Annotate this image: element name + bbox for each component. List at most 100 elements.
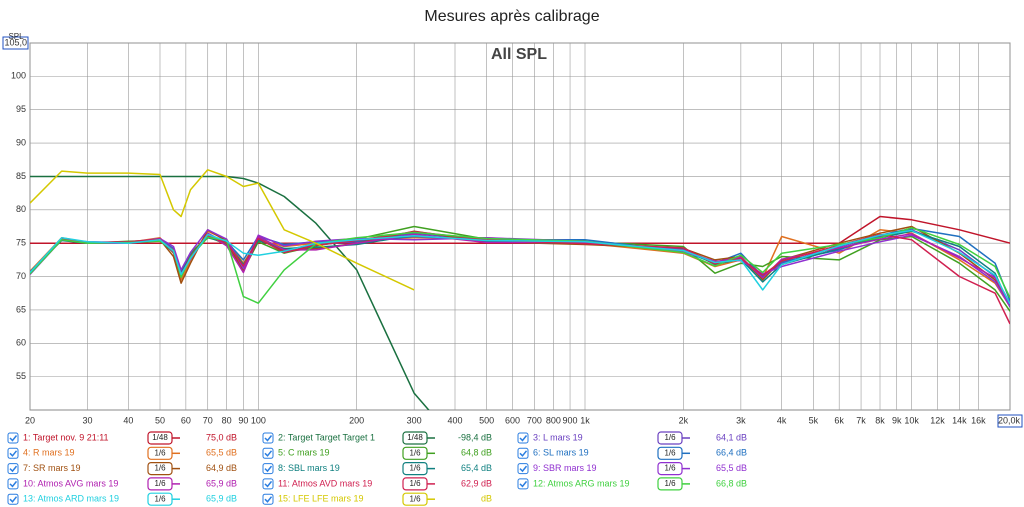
x-tick-label: 60 bbox=[181, 415, 191, 425]
legend-name: 4: R mars 19 bbox=[23, 448, 75, 458]
legend-checkbox[interactable] bbox=[262, 478, 274, 490]
legend-level: 65,5 dB bbox=[206, 448, 237, 458]
y-axis-label: SPL bbox=[8, 32, 24, 41]
legend-name: 6: SL mars 19 bbox=[533, 448, 589, 458]
x-tick-label: 10k bbox=[904, 415, 919, 425]
legend-checkbox[interactable] bbox=[517, 478, 529, 490]
legend-smoothing: 1/6 bbox=[664, 479, 676, 488]
legend-checkbox[interactable] bbox=[7, 493, 19, 505]
legend-checkbox[interactable] bbox=[262, 432, 274, 444]
legend-name: 13: Atmos ARD mars 19 bbox=[23, 494, 119, 504]
legend-smoothing: 1/48 bbox=[407, 433, 423, 442]
x-tick-label: 50 bbox=[155, 415, 165, 425]
legend-name: 7: SR mars 19 bbox=[23, 463, 81, 473]
legend-name: 3: L mars 19 bbox=[533, 432, 583, 442]
legend-checkbox[interactable] bbox=[517, 432, 529, 444]
legend-level: 75,0 dB bbox=[206, 432, 237, 442]
legend-level: 65,9 dB bbox=[206, 478, 237, 488]
series-line bbox=[30, 175, 430, 410]
legend-name: 2: Target Target Target 1 bbox=[278, 432, 375, 442]
x-tick-label: 12k bbox=[930, 415, 945, 425]
legend-checkmark bbox=[519, 450, 528, 457]
legend-checkmark bbox=[9, 496, 18, 503]
legend-checkbox[interactable] bbox=[517, 447, 529, 459]
legend-name: 5: C mars 19 bbox=[278, 448, 330, 458]
x-tick-label: 20,0k bbox=[998, 415, 1021, 425]
legend-level: 62,9 dB bbox=[461, 478, 492, 488]
legend-checkmark bbox=[264, 480, 273, 488]
x-tick-label: 300 bbox=[407, 415, 422, 425]
x-tick-label: 70 bbox=[203, 415, 213, 425]
x-tick-label: 5k bbox=[809, 415, 819, 425]
legend-level: 64,1 dB bbox=[716, 432, 747, 442]
series-line bbox=[30, 169, 415, 291]
legend-checkmark bbox=[9, 450, 18, 457]
y-tick-label: 65 bbox=[16, 304, 26, 314]
y-tick-label: 75 bbox=[16, 238, 26, 248]
x-tick-label: 16k bbox=[971, 415, 986, 425]
x-tick-label: 800 bbox=[546, 415, 561, 425]
x-tick-label: 1k bbox=[580, 415, 590, 425]
legend-checkmark bbox=[519, 480, 528, 488]
x-tick-label: 3k bbox=[736, 415, 746, 425]
legend-checkmark bbox=[264, 435, 273, 442]
x-tick-label: 30 bbox=[83, 415, 93, 425]
legend-smoothing: 1/6 bbox=[409, 464, 421, 473]
y-tick-label: 60 bbox=[16, 338, 26, 348]
y-tick-box bbox=[2, 36, 29, 50]
x-tick-label: 14k bbox=[952, 415, 967, 425]
y-tick-label: 105,0 bbox=[4, 37, 27, 47]
annotation: All SPL bbox=[491, 46, 547, 63]
legend-smoothing: 1/6 bbox=[409, 479, 421, 488]
legend-smoothing: 1/6 bbox=[664, 464, 676, 473]
y-tick-label: 80 bbox=[16, 204, 26, 214]
x-tick-label: 900 bbox=[563, 415, 578, 425]
legend-checkbox[interactable] bbox=[517, 463, 529, 475]
legend-level: -98,4 dB bbox=[458, 432, 492, 442]
legend-level: 65,4 dB bbox=[461, 463, 492, 473]
legend-checkbox[interactable] bbox=[7, 463, 19, 475]
x-tick-label: 20 bbox=[25, 415, 35, 425]
legend-name: 1: Target nov. 9 21:11 bbox=[23, 432, 109, 442]
x-tick-label: 500 bbox=[479, 415, 494, 425]
chart-title: Mesures après calibrage bbox=[424, 8, 599, 25]
legend-level: 64,8 dB bbox=[461, 448, 492, 458]
x-tick-label: 9k bbox=[892, 415, 902, 425]
legend-level: 65,5 dB bbox=[716, 463, 747, 473]
x-tick-label: 100 bbox=[251, 415, 266, 425]
x-tick-box bbox=[997, 414, 1023, 428]
legend-name: 9: SBR mars 19 bbox=[533, 463, 597, 473]
legend-checkmark bbox=[519, 465, 528, 473]
legend-checkbox[interactable] bbox=[7, 432, 19, 444]
legend-checkbox[interactable] bbox=[262, 447, 274, 459]
legend-level: 64,9 dB bbox=[206, 463, 237, 473]
x-tick-label: 200 bbox=[349, 415, 364, 425]
plot-area bbox=[29, 42, 1011, 411]
legend-smoothing: 1/48 bbox=[152, 433, 168, 442]
legend-checkbox[interactable] bbox=[262, 463, 274, 475]
x-tick-label: 8k bbox=[875, 415, 885, 425]
legend-smoothing: 1/6 bbox=[409, 448, 421, 457]
legend-checkbox[interactable] bbox=[262, 493, 274, 505]
legend-name: 15: LFE LFE mars 19 bbox=[278, 494, 364, 504]
x-tick-label: 7k bbox=[856, 415, 866, 425]
legend-smoothing: 1/6 bbox=[154, 494, 166, 503]
legend-checkbox[interactable] bbox=[7, 478, 19, 490]
legend-checkmark bbox=[9, 480, 18, 488]
legend-name: 11: Atmos AVD mars 19 bbox=[278, 478, 372, 488]
y-tick-label: 55 bbox=[16, 371, 26, 381]
legend-level: 65,9 dB bbox=[206, 494, 237, 504]
x-tick-label: 4k bbox=[777, 415, 787, 425]
legend-level: 66,4 dB bbox=[716, 448, 747, 458]
legend: 1: Target nov. 9 21:11 1/48 75,0 dB 2: Targ… bbox=[7, 431, 747, 506]
x-tick-label: 2k bbox=[679, 415, 689, 425]
legend-checkmark bbox=[519, 435, 528, 442]
y-tick-label: 90 bbox=[16, 137, 26, 147]
x-tick-label: 400 bbox=[447, 415, 462, 425]
x-tick-label: 600 bbox=[505, 415, 520, 425]
legend-checkbox[interactable] bbox=[7, 447, 19, 459]
legend-level: dB bbox=[481, 494, 492, 504]
legend-smoothing: 1/6 bbox=[409, 494, 421, 503]
legend-smoothing: 1/6 bbox=[154, 448, 166, 457]
